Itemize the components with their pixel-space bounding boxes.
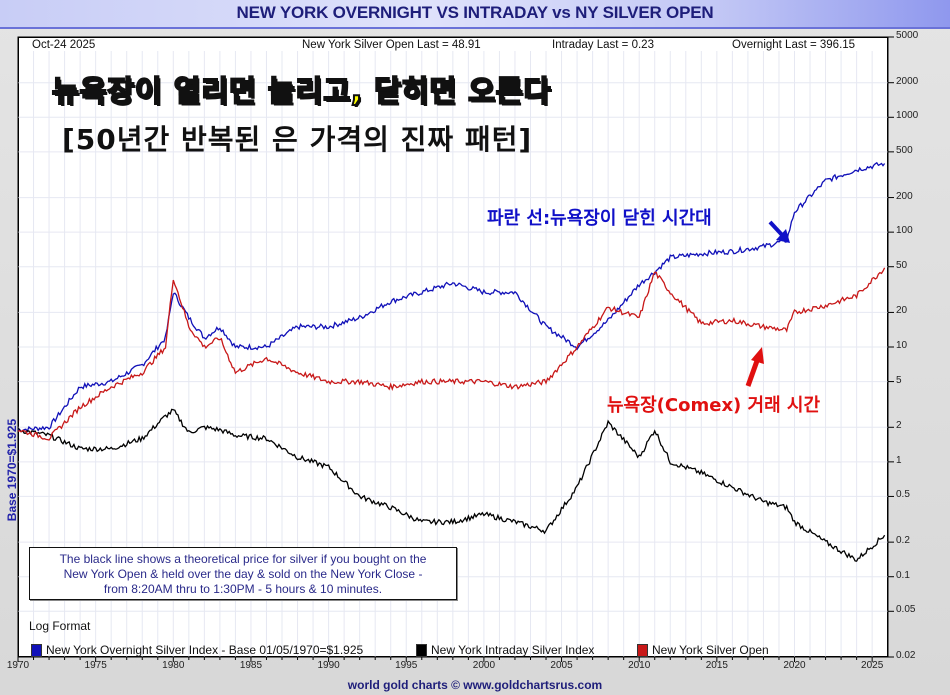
y-tick-label: 0.02 [896, 650, 916, 661]
log-format-label: Log Format [29, 619, 91, 633]
red-line-annotation: 뉴욕장(Comex) 거래 시간 [607, 395, 821, 416]
x-tick-label: 1970 [6, 660, 30, 671]
footer-credit: world gold charts © www.goldchartsrus.co… [347, 678, 603, 692]
note-line-1: The black line shows a theoretical price… [59, 552, 427, 566]
y-tick-label: 500 [896, 144, 913, 156]
y-tick-label: 50 [896, 259, 908, 271]
open-last-value: New York Silver Open Last = 48.91 [302, 39, 481, 51]
intraday-last-value: Intraday Last = 0.23 [552, 39, 654, 51]
legend-label: New York Silver Open [652, 643, 769, 657]
y-tick-label: 1000 [896, 110, 919, 122]
legend-label: New York Intraday Silver Index [431, 643, 595, 657]
y-tick-label: 0.2 [896, 535, 910, 547]
y-tick-label: 0.5 [896, 489, 910, 501]
blue-arrow-icon [768, 220, 790, 243]
legend-item-open: New York Silver Open [637, 643, 769, 657]
legend-swatch-blue-icon [31, 643, 42, 657]
series-line [17, 267, 886, 441]
y-tick-label: 200 [896, 190, 913, 202]
y-tick-label: 100 [896, 225, 913, 237]
y-tick-label: 1 [896, 454, 902, 466]
date-label: Oct-24 2025 [32, 39, 96, 51]
y-tick-label: 2000 [896, 75, 919, 87]
overnight-last-value: Overnight Last = 396.15 [732, 39, 856, 51]
y-tick-label: 5 [896, 374, 902, 386]
x-tick-label: 1980 [162, 660, 185, 671]
x-tick-label: 1990 [317, 660, 340, 671]
note-line-3: from 8:20AM thru to 1:30PM - 5 hours & 1… [103, 582, 383, 596]
y-tick-label: 10 [896, 340, 908, 351]
legend-item-overnight: New York Overnight Silver Index - Base 0… [31, 643, 363, 657]
x-tick-label: 1995 [395, 660, 418, 671]
legend-swatch-black-icon [416, 643, 427, 657]
series-line [17, 161, 886, 433]
x-tick-label: 2020 [783, 660, 806, 671]
title-bar: NEW YORK OVERNIGHT VS INTRADAY vs NY SIL… [0, 0, 950, 29]
y-tick-label: 0.1 [896, 569, 910, 581]
x-tick-label: 1985 [239, 660, 263, 671]
x-tick-label: 1975 [84, 660, 107, 671]
legend-swatch-red-icon [637, 643, 648, 657]
legend-item-intraday: New York Intraday Silver Index [416, 643, 594, 657]
y-tick-label: 20 [896, 305, 908, 317]
explanation-note: The black line shows a theoretical price… [29, 547, 457, 600]
red-arrow-icon [745, 347, 764, 387]
headline-annotation: 뉴욕장이 열리면 눌리고, 닫히면 오른다 [51, 73, 552, 109]
y-tick-label: 5000 [896, 30, 919, 41]
y-tick-label: 2 [896, 420, 902, 432]
legend-label: New York Overnight Silver Index - Base 0… [46, 643, 364, 657]
y-tick-label: 0.05 [896, 604, 916, 616]
note-line-2: New York Open & held over the day & sold… [63, 567, 423, 581]
x-tick-label: 2000 [472, 660, 496, 671]
x-tick-label: 2015 [705, 660, 728, 671]
x-tick-label: 2005 [550, 660, 573, 671]
series-line [17, 408, 886, 562]
y-axis-label: Base 1970=$1.925 [5, 418, 19, 522]
subheadline-annotation: [50년간 반복된 은 가격의 진짜 패턴] [62, 123, 533, 156]
x-tick-label: 2010 [628, 660, 651, 671]
x-tick-label: 2025 [861, 660, 884, 671]
blue-line-annotation: 파란 선:뉴욕장이 닫힌 시간대 [487, 208, 712, 229]
chart-title: NEW YORK OVERNIGHT VS INTRADAY vs NY SIL… [236, 3, 714, 22]
